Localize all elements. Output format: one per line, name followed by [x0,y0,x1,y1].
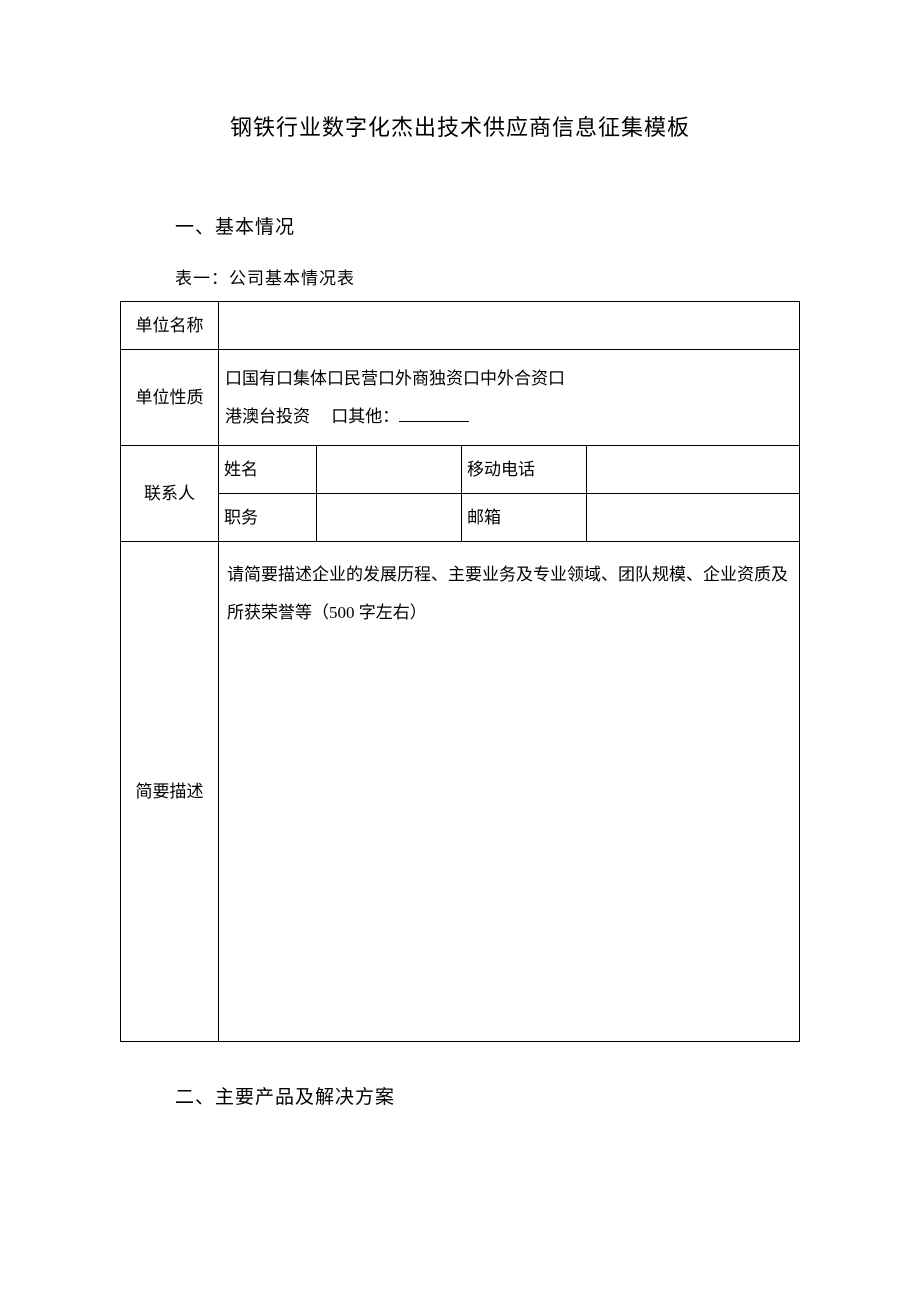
table-row: 简要描述 请简要描述企业的发展历程、主要业务及专业领域、团队规模、企业资质及所获… [121,542,800,1042]
email-value[interactable] [587,494,800,542]
entity-type-line2-prefix: 港澳台投资 [225,407,310,426]
document-title: 钢铁行业数字化杰出技术供应商信息征集模板 [120,110,800,142]
contact-label: 联系人 [121,445,219,541]
unit-type-label: 单位性质 [121,350,219,446]
position-value[interactable] [317,494,462,542]
unit-type-cell[interactable]: 口国有口集体口民营口外商独资口中外合资口 港澳台投资 口其他： [219,350,800,446]
email-label: 邮箱 [462,494,587,542]
section2-heading: 二、主要产品及解决方案 [175,1082,800,1109]
mobile-label: 移动电话 [462,445,587,493]
position-label: 职务 [219,494,317,542]
unit-name-label: 单位名称 [121,302,219,350]
mobile-value[interactable] [587,445,800,493]
table-row: 联系人 姓名 移动电话 [121,445,800,493]
name-label: 姓名 [219,445,317,493]
entity-type-line1: 口国有口集体口民营口外商独资口中外合资口 [225,369,565,388]
name-value[interactable] [317,445,462,493]
description-cell[interactable]: 请简要描述企业的发展历程、主要业务及专业领域、团队规模、企业资质及所获荣誉等（5… [219,542,800,1042]
entity-type-other-input[interactable] [399,405,469,422]
section1-heading: 一、基本情况 [175,212,800,239]
description-prompt: 请简要描述企业的发展历程、主要业务及专业领域、团队规模、企业资质及所获荣誉等（5… [227,565,788,621]
entity-type-other-label: 口其他： [331,407,399,426]
table1-caption: 表一：公司基本情况表 [175,264,800,289]
table-row: 职务 邮箱 [121,494,800,542]
unit-name-value[interactable] [219,302,800,350]
table-row: 单位名称 [121,302,800,350]
description-label: 简要描述 [121,542,219,1042]
table-row: 单位性质 口国有口集体口民营口外商独资口中外合资口 港澳台投资 口其他： [121,350,800,446]
company-info-table: 单位名称 单位性质 口国有口集体口民营口外商独资口中外合资口 港澳台投资 口其他… [120,301,800,1042]
